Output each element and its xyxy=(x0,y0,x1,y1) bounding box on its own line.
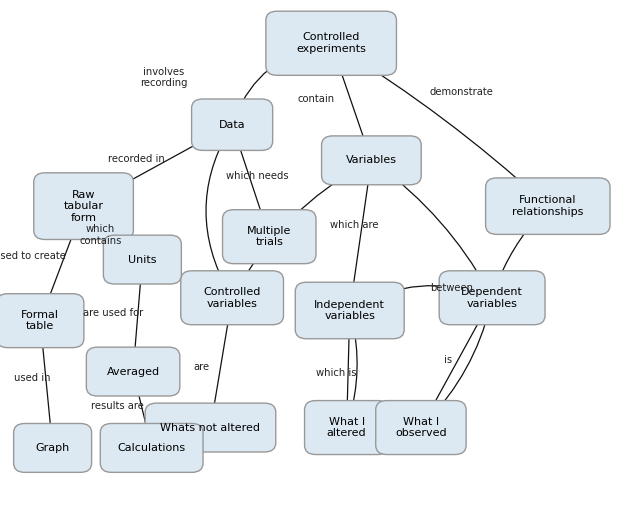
Text: Formal
table: Formal table xyxy=(21,310,59,331)
Text: Controlled
variables: Controlled variables xyxy=(204,287,261,308)
FancyBboxPatch shape xyxy=(223,210,316,264)
FancyBboxPatch shape xyxy=(439,271,545,325)
FancyBboxPatch shape xyxy=(305,401,389,455)
Text: which are: which are xyxy=(330,220,378,230)
FancyBboxPatch shape xyxy=(181,271,284,325)
Text: Multiple
trials: Multiple trials xyxy=(247,226,292,247)
Text: Whats not altered: Whats not altered xyxy=(160,422,261,433)
Text: Raw
tabular
form: Raw tabular form xyxy=(64,189,103,223)
Text: Functional
relationships: Functional relationships xyxy=(512,195,584,217)
FancyBboxPatch shape xyxy=(266,11,396,75)
Text: which
contains: which contains xyxy=(79,224,121,246)
Text: Averaged: Averaged xyxy=(106,366,160,377)
FancyBboxPatch shape xyxy=(100,423,203,472)
FancyBboxPatch shape xyxy=(322,136,421,185)
FancyBboxPatch shape xyxy=(486,178,610,234)
Text: recorded in: recorded in xyxy=(108,154,165,164)
Text: which needs: which needs xyxy=(225,171,288,181)
Text: used in: used in xyxy=(14,373,50,383)
FancyBboxPatch shape xyxy=(0,294,84,348)
Text: What I
altered: What I altered xyxy=(327,417,366,438)
Text: Calculations: Calculations xyxy=(118,443,186,453)
Text: involves
recording: involves recording xyxy=(141,67,188,88)
Text: Dependent
variables: Dependent variables xyxy=(461,287,523,308)
Text: is: is xyxy=(444,355,452,365)
Text: contain: contain xyxy=(297,94,334,104)
Text: What I
observed: What I observed xyxy=(395,417,447,438)
FancyBboxPatch shape xyxy=(376,401,466,455)
Text: used to create: used to create xyxy=(0,250,66,261)
Text: which is: which is xyxy=(316,367,357,378)
Text: results are: results are xyxy=(91,401,144,411)
Text: Graph: Graph xyxy=(35,443,70,453)
FancyBboxPatch shape xyxy=(34,173,134,240)
Text: are used for: are used for xyxy=(82,308,143,318)
Text: demonstrate: demonstrate xyxy=(429,87,493,97)
FancyBboxPatch shape xyxy=(192,99,273,151)
Text: Controlled
experiments: Controlled experiments xyxy=(297,33,366,54)
Text: Data: Data xyxy=(219,120,246,130)
FancyBboxPatch shape xyxy=(87,347,180,396)
Text: Independent
variables: Independent variables xyxy=(314,300,385,321)
Text: Variables: Variables xyxy=(346,155,397,165)
Text: Units: Units xyxy=(128,254,157,265)
Text: between: between xyxy=(430,282,474,293)
FancyBboxPatch shape xyxy=(145,403,276,452)
FancyBboxPatch shape xyxy=(14,423,92,472)
FancyBboxPatch shape xyxy=(295,282,404,339)
FancyBboxPatch shape xyxy=(103,235,181,284)
Text: are: are xyxy=(193,362,209,373)
